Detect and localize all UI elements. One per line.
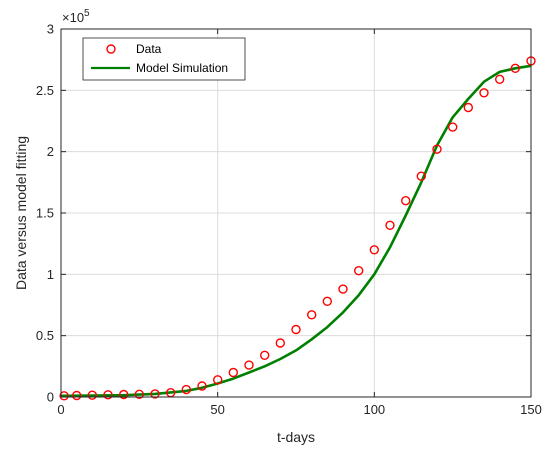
legend: Data Model Simulation	[82, 37, 246, 81]
x-axis-title: t-days	[277, 429, 315, 445]
y-tick-label: 0	[47, 390, 54, 405]
data-point	[244, 360, 254, 370]
data-point	[463, 102, 473, 113]
data-point	[134, 389, 145, 399]
data-point	[401, 195, 411, 206]
series-line-1	[60, 64, 532, 398]
y-tick-label: 2.5	[36, 83, 54, 98]
data-point	[181, 384, 192, 395]
legend-data-marker	[106, 44, 116, 54]
data-point	[307, 310, 317, 320]
x-tick-label: 0	[57, 402, 64, 417]
y-exponent-base: ×10	[62, 10, 84, 25]
y-tick-label: 1.5	[36, 206, 54, 221]
data-point	[385, 220, 395, 231]
data-point	[197, 381, 207, 391]
data-point	[260, 350, 270, 360]
ticks: 0 50 100 150 0 0.5 1 1.5 2 2.5 3	[36, 22, 542, 418]
x-tick-label: 100	[363, 402, 385, 417]
data-point	[432, 144, 442, 154]
data-point	[495, 74, 505, 85]
y-tick-label: 0.5	[36, 328, 54, 343]
data-point	[228, 367, 239, 378]
x-tick-label: 150	[520, 402, 542, 417]
data-point	[322, 296, 332, 306]
series-layer	[59, 56, 536, 401]
data-point	[479, 88, 489, 98]
legend-model-label: Model Simulation	[136, 61, 228, 75]
data-point	[510, 63, 520, 74]
data-point	[448, 122, 458, 132]
data-point	[150, 389, 160, 399]
data-point	[416, 171, 426, 181]
legend-data-label: Data	[136, 42, 162, 56]
data-point	[87, 390, 98, 400]
data-point	[212, 375, 223, 385]
data-point	[118, 389, 129, 400]
data-point	[71, 390, 82, 401]
y-tick-label: 2	[47, 144, 54, 159]
y-exponent-power: 5	[84, 8, 90, 19]
data-point	[354, 266, 364, 276]
y-axis-title: Data versus model fitting	[13, 136, 29, 290]
x-tick-label: 50	[210, 402, 224, 417]
y-tick-label: 1	[47, 267, 54, 282]
data-point	[59, 391, 69, 401]
data-point	[369, 245, 379, 255]
data-point	[291, 324, 301, 335]
data-point	[275, 338, 285, 348]
data-point	[103, 390, 113, 400]
y-tick-label: 3	[47, 22, 54, 37]
data-point	[338, 284, 348, 294]
